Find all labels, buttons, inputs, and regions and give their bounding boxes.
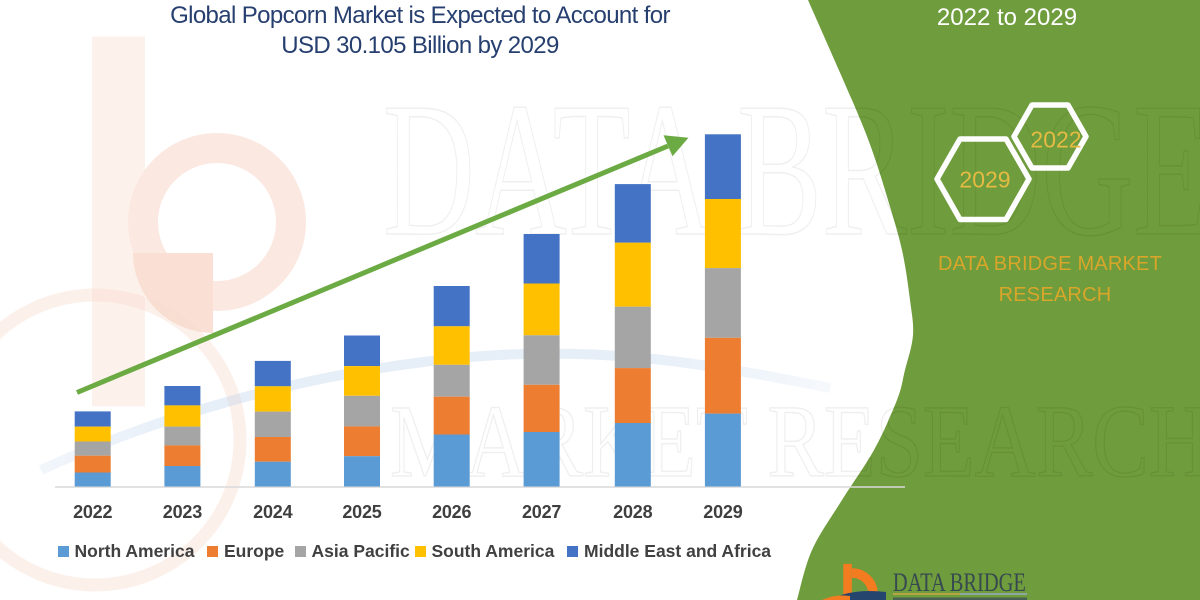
svg-text:DATA BRIDGE: DATA BRIDGE [893,568,1026,597]
svg-text:2022: 2022 [1030,127,1081,153]
svg-text:2029: 2029 [959,167,1010,193]
